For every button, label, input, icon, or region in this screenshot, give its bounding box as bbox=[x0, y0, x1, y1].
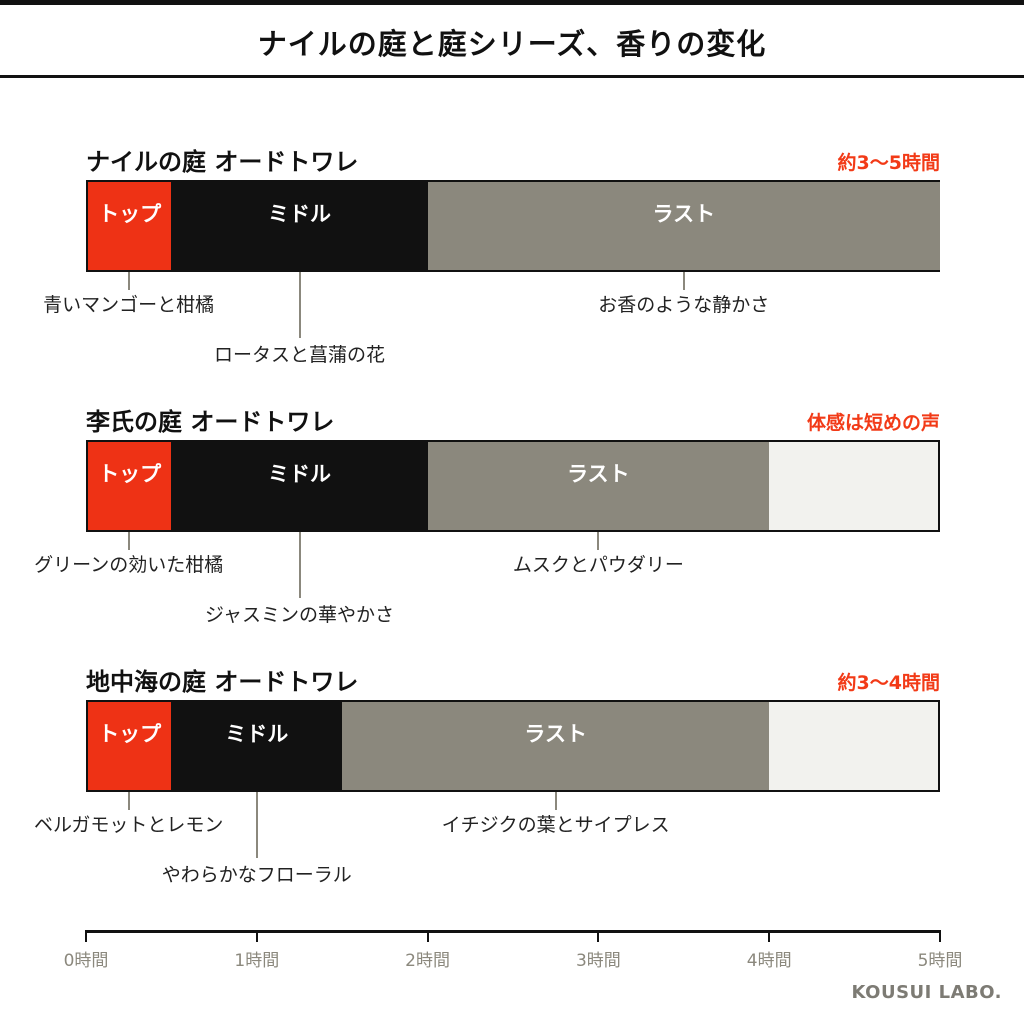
segment-top: トップ bbox=[88, 182, 172, 270]
segment-mid: ミドル bbox=[171, 442, 428, 530]
segment-label: トップ bbox=[98, 202, 162, 226]
note-leader-line bbox=[298, 532, 301, 598]
axis-tick bbox=[597, 930, 600, 942]
scent-note: ムスクとパウダリー bbox=[512, 554, 684, 576]
scent-note: 青いマンゴーと柑橘 bbox=[43, 294, 215, 316]
scent-note: お香のような静かさ bbox=[598, 294, 770, 316]
product-duration: 約3〜4時間 bbox=[837, 672, 940, 694]
product-duration: 体感は短めの声 bbox=[806, 412, 940, 434]
product-1: ナイルの庭 オードトワレ 約3〜5時間トップ ミドル ラスト青いマンゴーと柑橘ロータス… bbox=[43, 142, 940, 402]
note-leader-line bbox=[298, 272, 301, 338]
timeline-bar: トップ ミドル ラスト bbox=[86, 700, 940, 792]
product-name: 地中海の庭 オードトワレ bbox=[86, 668, 359, 696]
segment-label: ミドル bbox=[267, 202, 331, 226]
timeline-bar: トップ ミドル ラスト bbox=[86, 180, 940, 272]
segment-last: ラスト bbox=[342, 702, 770, 790]
scent-note: やわらかなフローラル bbox=[161, 864, 352, 886]
segment-mid: ミドル bbox=[171, 182, 428, 270]
note-leader-line bbox=[127, 272, 130, 290]
scent-note: ロータスと菖蒲の花 bbox=[213, 344, 386, 366]
product-2: 李氏の庭 オードトワレ 体感は短めの声トップ ミドル ラストグリーンの効いた柑橘ジャス… bbox=[34, 402, 940, 662]
product-3: 地中海の庭 オードトワレ 約3〜4時間トップ ミドル ラストベルガモットとレモンやわら… bbox=[34, 662, 940, 922]
note-leader-line bbox=[255, 792, 258, 858]
axis-tick bbox=[255, 930, 258, 942]
segment-top: トップ bbox=[88, 442, 172, 530]
axis-tick-label: 2時間 bbox=[405, 951, 451, 971]
axis-tick bbox=[939, 930, 941, 942]
axis-tick-label: 5時間 bbox=[917, 951, 963, 971]
note-leader-line bbox=[682, 272, 685, 290]
axis-tick-label: 3時間 bbox=[575, 951, 621, 971]
segment-label: ラスト bbox=[567, 462, 630, 486]
scent-note: グリーンの効いた柑橘 bbox=[34, 554, 224, 576]
axis-tick-label: 0時間 bbox=[63, 951, 109, 971]
page-title: ナイルの庭と庭シリーズ、香りの変化 bbox=[257, 27, 767, 61]
segment-label: トップ bbox=[98, 462, 162, 486]
axis-tick-label: 4時間 bbox=[746, 951, 792, 971]
segment-label: トップ bbox=[98, 722, 162, 746]
note-leader-line bbox=[127, 792, 130, 810]
segment-label: ミドル bbox=[267, 462, 331, 486]
segment-label: ラスト bbox=[524, 722, 587, 746]
brand-label: KOUSUI LABO. bbox=[851, 982, 1002, 1003]
axis-tick-label: 1時間 bbox=[234, 951, 280, 971]
timeline-bar: トップ ミドル ラスト bbox=[86, 440, 940, 532]
scent-note: ベルガモットとレモン bbox=[33, 814, 224, 836]
segment-label: ミドル bbox=[225, 722, 289, 746]
product-name: 李氏の庭 オードトワレ bbox=[86, 408, 335, 436]
segment-label: ラスト bbox=[652, 202, 716, 226]
product-name: ナイルの庭 オードトワレ bbox=[86, 148, 359, 176]
title-bar: ナイルの庭と庭シリーズ、香りの変化 bbox=[0, 0, 1024, 78]
product-duration: 約3〜5時間 bbox=[837, 152, 940, 174]
segment-last: ラスト bbox=[427, 442, 770, 530]
segment-last: ラスト bbox=[427, 182, 940, 270]
segment-mid: ミドル bbox=[171, 702, 343, 790]
axis-tick bbox=[426, 930, 429, 942]
time-axis-line bbox=[86, 930, 940, 933]
scent-note: イチジクの葉とサイプレス bbox=[441, 814, 670, 836]
axis-tick bbox=[768, 930, 771, 942]
note-leader-line bbox=[554, 792, 557, 810]
axis-tick bbox=[85, 930, 87, 942]
segment-top: トップ bbox=[88, 702, 172, 790]
note-leader-line bbox=[127, 532, 130, 550]
note-leader-line bbox=[597, 532, 600, 550]
scent-note: ジャスミンの華やかさ bbox=[204, 604, 395, 626]
